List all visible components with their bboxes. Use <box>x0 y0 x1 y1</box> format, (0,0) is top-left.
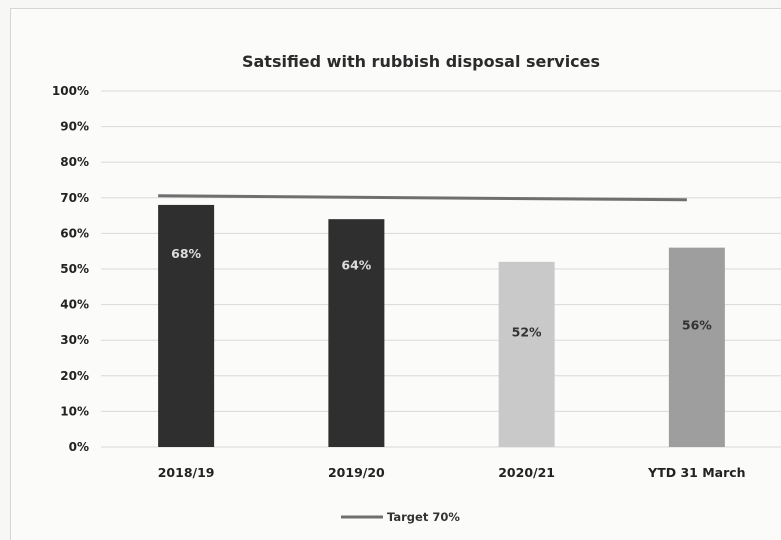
x-tick-label: 2018/19 <box>158 465 215 480</box>
bars: 68% 64% 52% 56% <box>158 205 725 447</box>
bar <box>499 262 555 447</box>
x-tick-label: YTD 31 March <box>647 465 745 480</box>
y-tick-label: 80% <box>60 155 89 169</box>
y-tick-label: 40% <box>60 298 89 312</box>
x-axis-ticks: 2018/19 2019/20 2020/21 YTD 31 March <box>158 465 746 480</box>
chart-title: Satsified with rubbish disposal services <box>242 52 600 71</box>
y-tick-label: 60% <box>60 226 89 240</box>
target-line <box>158 196 687 200</box>
legend-label-target: Target 70% <box>387 510 460 524</box>
legend: Target 70% <box>341 510 460 524</box>
bar-chart: Satsified with rubbish disposal services… <box>11 9 781 540</box>
data-label: 64% <box>341 257 371 272</box>
y-tick-label: 90% <box>60 120 89 134</box>
y-tick-label: 0% <box>69 440 89 454</box>
target-line-group <box>158 196 687 200</box>
bar <box>669 248 725 447</box>
data-label: 68% <box>171 246 201 261</box>
y-tick-label: 50% <box>60 262 89 276</box>
y-tick-label: 70% <box>60 191 89 205</box>
y-tick-label: 30% <box>60 333 89 347</box>
y-tick-label: 10% <box>60 404 89 418</box>
y-tick-label: 100% <box>52 84 89 98</box>
y-tick-label: 20% <box>60 369 89 383</box>
x-tick-label: 2019/20 <box>328 465 385 480</box>
bar <box>158 205 214 447</box>
data-label: 56% <box>682 317 712 332</box>
x-tick-label: 2020/21 <box>498 465 555 480</box>
bar <box>328 219 384 447</box>
data-label: 52% <box>512 324 542 339</box>
chart-frame: Satsified with rubbish disposal services… <box>10 8 781 540</box>
y-axis-ticks: 0% 10% 20% 30% 40% 50% 60% 70% 80% 90% 100% <box>52 84 89 454</box>
